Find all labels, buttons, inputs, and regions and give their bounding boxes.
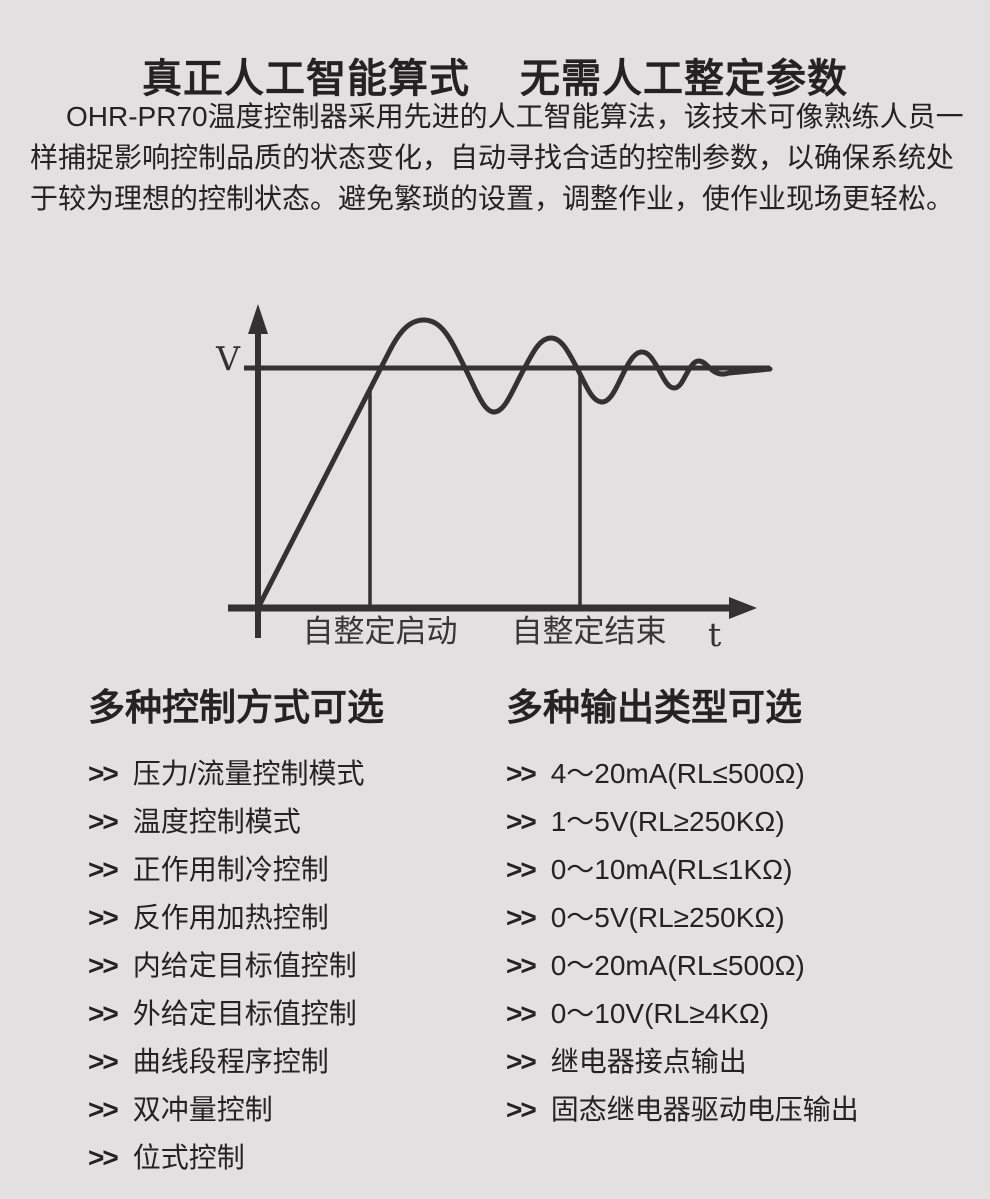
double-chevron-marker: >> [88,1046,119,1077]
y-axis-arrowhead [248,304,268,334]
list-item: >> 固态继电器驱动电压输出 [506,1086,859,1134]
intro-paragraph: OHR-PR70温度控制器采用先进的人工智能算法，该技术可像熟练人员一 样捕捉影… [30,96,964,219]
list-item: >> 4～20mA(RL≤500Ω) [506,750,859,798]
item-label: 压力/流量控制模式 [132,758,365,789]
title-right: 无需人工整定参数 [520,57,848,101]
x-axis-label: t [708,615,721,654]
double-chevron-marker: >> [506,1046,537,1077]
double-chevron-marker: >> [506,998,537,1029]
item-label: 位式控制 [132,1142,245,1173]
double-chevron-marker: >> [506,902,537,933]
double-chevron-marker: >> [88,854,119,885]
y-axis-label: V [215,339,241,378]
list-item: >> 内给定目标值控制 [88,942,384,990]
double-chevron-marker: >> [506,854,537,885]
list-item: >> 外给定目标值控制 [88,990,384,1038]
item-label: 0～10V(RL≥4KΩ) [550,998,770,1029]
tuning-start-label: 自整定启动 [303,614,458,650]
intro-line: 于较为理想的控制状态。避免繁琐的设置，调整作业，使作业现场更轻松。 [30,183,955,214]
item-label: 1～5V(RL≥250KΩ) [550,806,785,837]
item-label: 外给定目标值控制 [132,998,357,1029]
item-label: 曲线段程序控制 [132,1046,329,1077]
double-chevron-marker: >> [88,1142,119,1173]
list-item: >> 0～20mA(RL≤500Ω) [506,942,859,990]
double-chevron-marker: >> [88,950,119,981]
item-label: 温度控制模式 [132,806,301,837]
list-item: >> 反作用加热控制 [88,894,384,942]
double-chevron-marker: >> [506,806,537,837]
list-item: >> 正作用制冷控制 [88,846,384,894]
double-chevron-marker: >> [506,1094,537,1125]
intro-line: 样捕捉影响控制品质的状态变化，自动寻找合适的控制参数，以确保系统处 [30,142,955,173]
item-label: 0～10mA(RL≤1KΩ) [550,854,793,885]
list-item: >> 双冲量控制 [88,1086,384,1134]
output-types-list: >> 4～20mA(RL≤500Ω) >> 1～5V(RL≥250KΩ) >> 0～1… [506,750,859,1134]
item-label: 双冲量控制 [132,1094,273,1125]
item-label: 固态继电器驱动电压输出 [550,1094,859,1125]
double-chevron-marker: >> [88,1094,119,1125]
list-item: >> 压力/流量控制模式 [88,750,384,798]
response-curve [255,317,773,611]
list-item: >> 曲线段程序控制 [88,1038,384,1086]
auto-tuning-figure: V t 自整定启动 自整定结束 [0,290,990,660]
output-types-heading: 多种输出类型可选 [506,687,802,728]
double-chevron-marker: >> [88,902,119,933]
double-chevron-marker: >> [88,806,119,837]
tuning-end-label: 自整定结束 [512,614,667,650]
list-item: >> 温度控制模式 [88,798,384,846]
double-chevron-marker: >> [506,950,537,981]
item-label: 反作用加热控制 [132,902,329,933]
output-types-section: 多种输出类型可选 >> 4～20mA(RL≤500Ω) >> 1～5V(RL≥250… [506,686,859,1134]
list-item: >> 1～5V(RL≥250KΩ) [506,798,859,846]
page-title: 真正人工智能算式 无需人工整定参数 [0,46,990,104]
double-chevron-marker: >> [88,758,119,789]
list-item: >> 继电器接点输出 [506,1038,859,1086]
control-modes-section: 多种控制方式可选 >> 压力/流量控制模式 >> 温度控制模式 >> 正作用制冷控制 … [88,686,384,1182]
double-chevron-marker: >> [506,758,537,789]
list-item: >> 0～10V(RL≥4KΩ) [506,990,859,1038]
title-left: 真正人工智能算式 [142,57,470,101]
list-item: >> 位式控制 [88,1134,384,1182]
x-axis-arrowhead [729,597,757,619]
item-label: 0～20mA(RL≤500Ω) [550,950,805,981]
double-chevron-marker: >> [88,998,119,1029]
list-item: >> 0～10mA(RL≤1KΩ) [506,846,859,894]
control-modes-list: >> 压力/流量控制模式 >> 温度控制模式 >> 正作用制冷控制 >> 反作用加热控制… [88,750,384,1182]
list-item: >> 0～5V(RL≥250KΩ) [506,894,859,942]
item-label: 内给定目标值控制 [132,950,357,981]
auto-tuning-chart: V t 自整定启动 自整定结束 [215,304,773,654]
control-modes-heading: 多种控制方式可选 [88,687,384,728]
item-label: 继电器接点输出 [550,1046,747,1077]
intro-line: OHR-PR70温度控制器采用先进的人工智能算法，该技术可像熟练人员一 [66,101,964,132]
item-label: 0～5V(RL≥250KΩ) [550,902,785,933]
item-label: 正作用制冷控制 [132,854,329,885]
item-label: 4～20mA(RL≤500Ω) [550,758,805,789]
